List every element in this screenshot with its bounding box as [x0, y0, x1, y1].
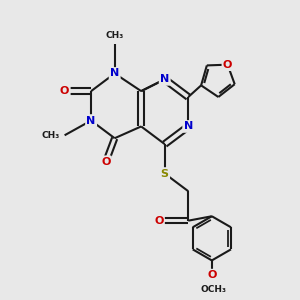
Text: CH₃: CH₃ [42, 131, 60, 140]
Text: O: O [223, 60, 232, 70]
Text: OCH₃: OCH₃ [200, 285, 226, 294]
Text: N: N [86, 116, 96, 126]
Text: N: N [110, 68, 119, 78]
Text: S: S [161, 169, 169, 178]
Text: N: N [184, 122, 193, 131]
Text: N: N [160, 74, 169, 84]
Text: O: O [101, 157, 110, 167]
Text: O: O [60, 86, 69, 96]
Text: O: O [207, 270, 217, 280]
Text: CH₃: CH₃ [106, 31, 124, 40]
Text: O: O [154, 216, 164, 226]
